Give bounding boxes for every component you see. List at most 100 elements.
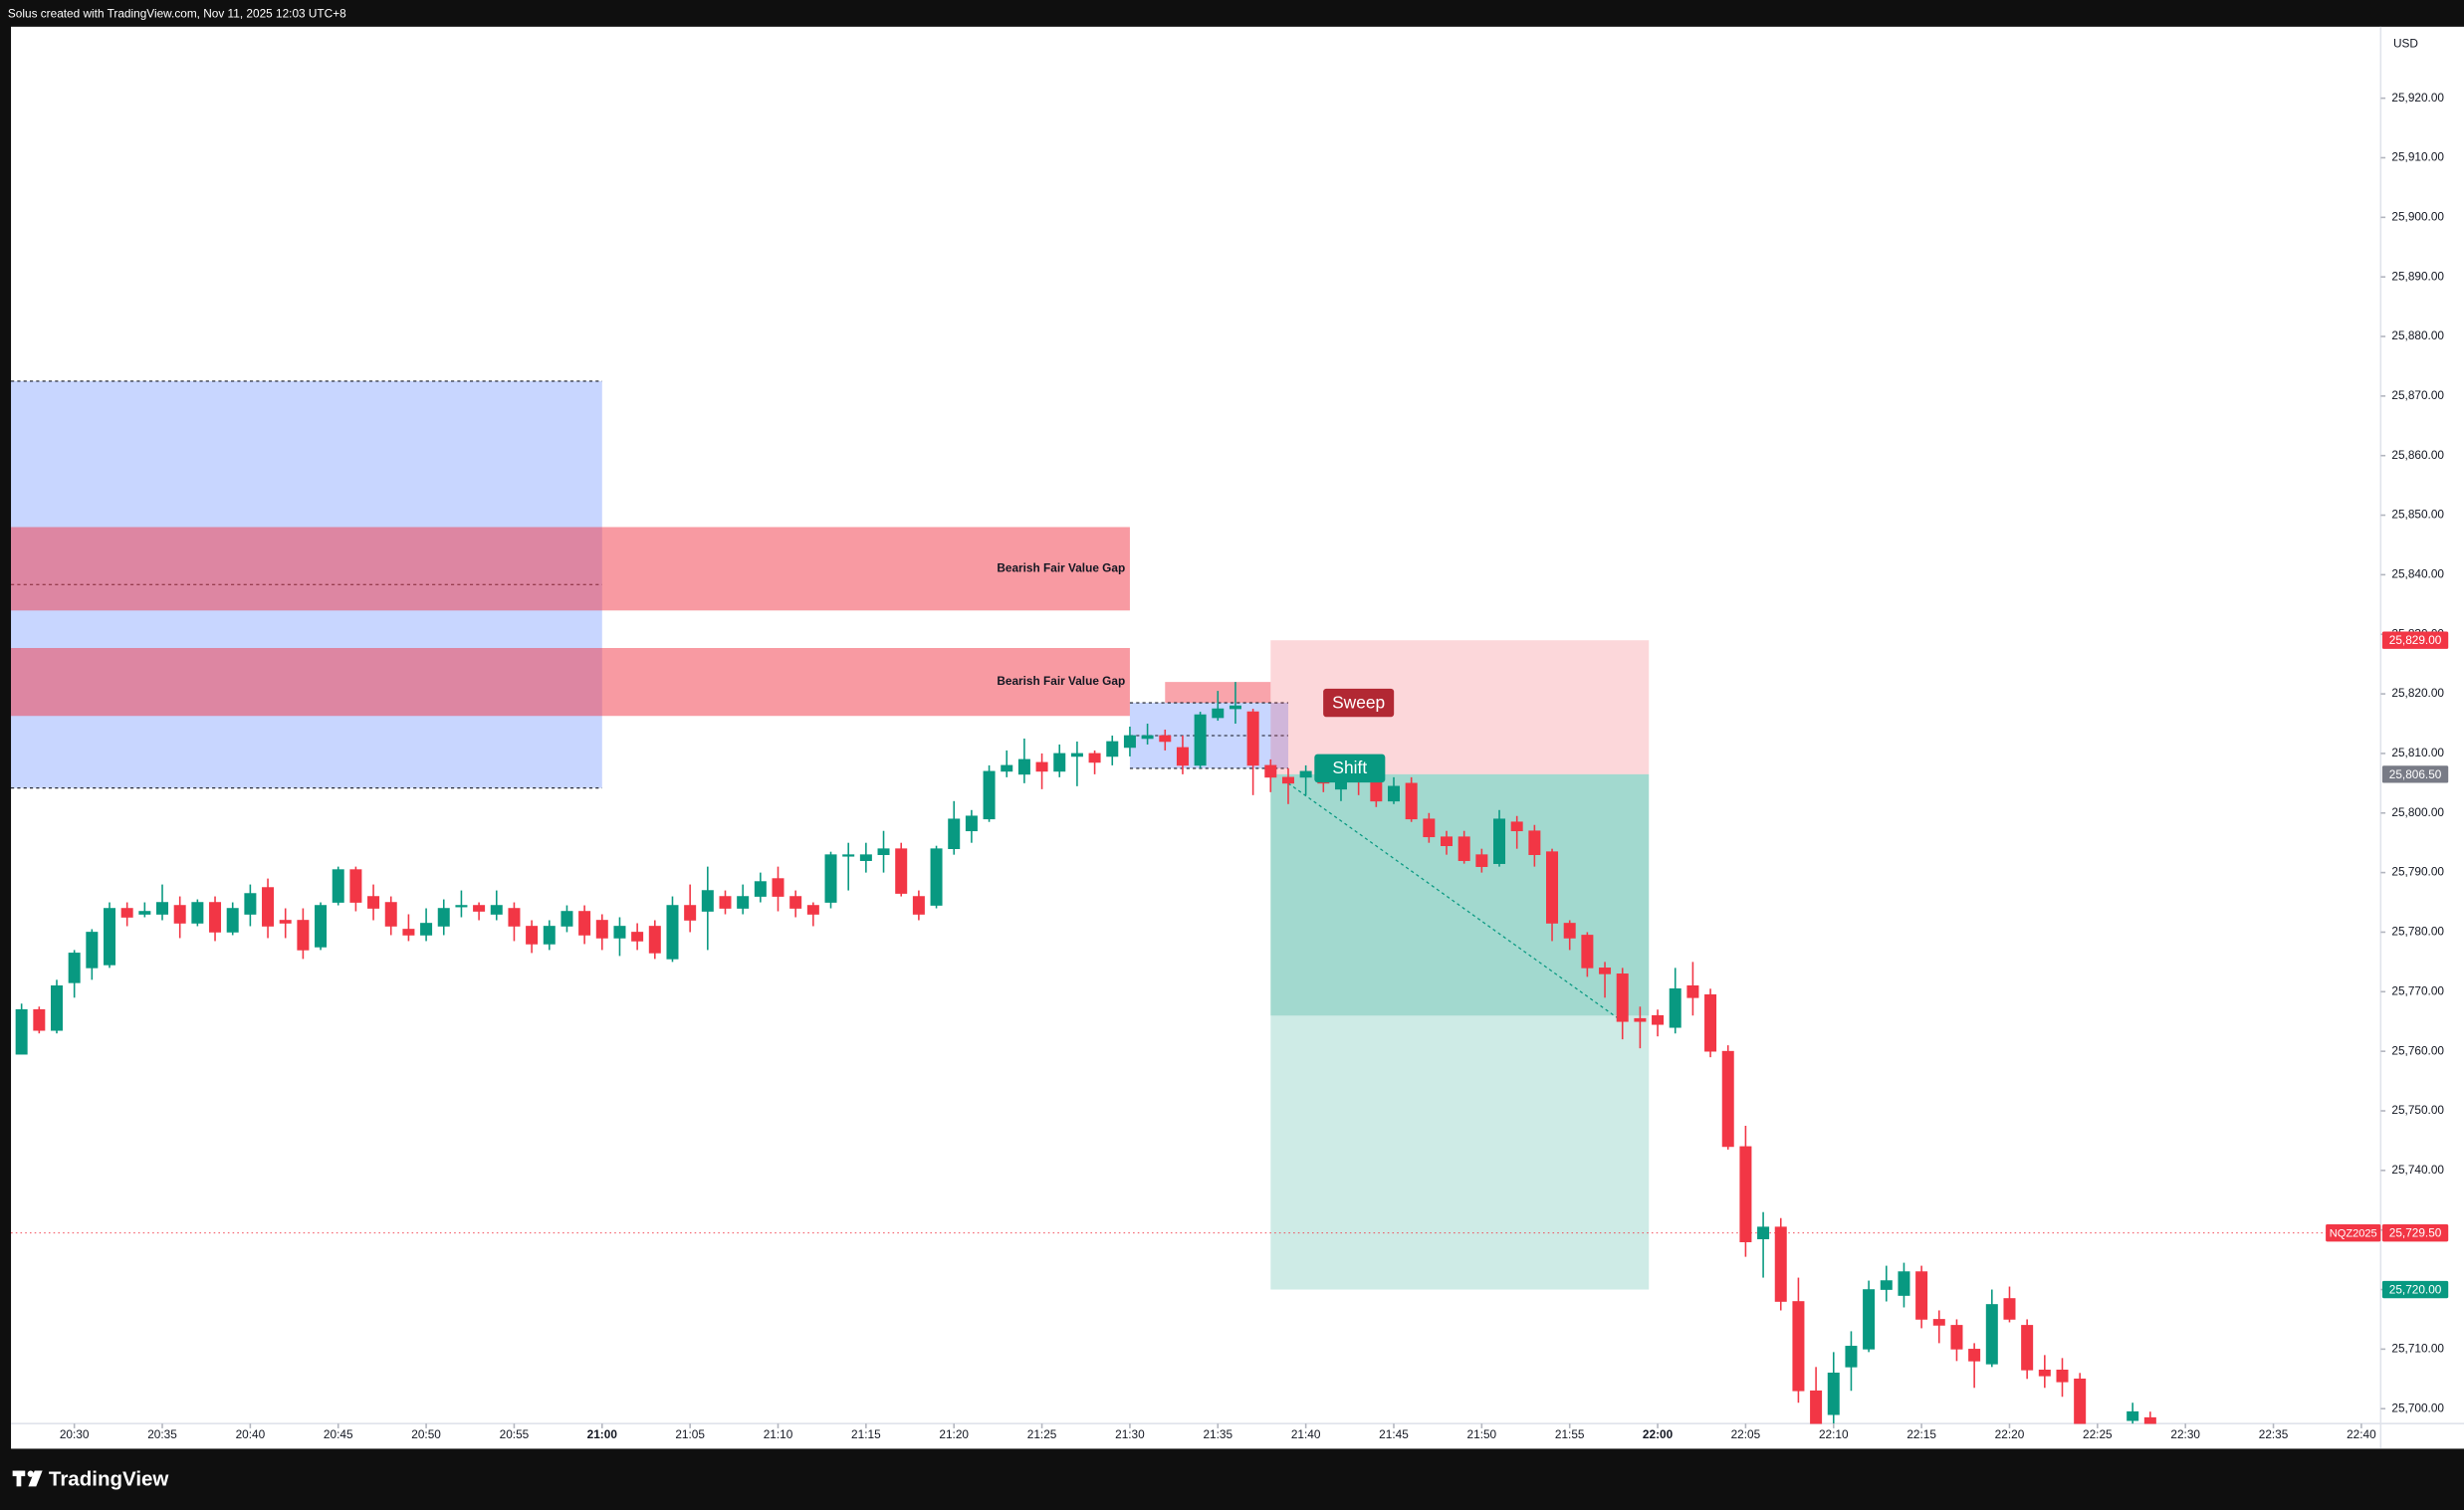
price-label: 25,729.50 bbox=[2389, 1226, 2442, 1240]
candle-body bbox=[806, 905, 819, 915]
x-tick-label: 22:25 bbox=[2083, 1427, 2113, 1441]
candle-body bbox=[349, 869, 362, 903]
y-tick-label: 25,850.00 bbox=[2391, 508, 2444, 522]
x-tick-label: 21:40 bbox=[1291, 1427, 1321, 1441]
candle-body bbox=[1441, 836, 1454, 847]
candle-body bbox=[1246, 711, 1259, 766]
x-tick-label: 22:20 bbox=[1995, 1427, 2025, 1441]
x-tick-label: 20:30 bbox=[60, 1427, 90, 1441]
candle-body bbox=[965, 815, 978, 832]
candle-body bbox=[384, 902, 397, 927]
reached-zone bbox=[1270, 773, 1650, 1016]
axes: 25,700.0025,710.0025,720.0025,730.0025,7… bbox=[60, 91, 2449, 1441]
x-tick-label: 20:55 bbox=[500, 1427, 530, 1441]
x-tick-label: 22:00 bbox=[1643, 1427, 1674, 1441]
x-tick-label: 22:35 bbox=[2259, 1427, 2289, 1441]
candle-body bbox=[68, 953, 81, 983]
candle-body bbox=[1985, 1304, 1998, 1365]
y-tick-label: 25,710.00 bbox=[2391, 1341, 2444, 1355]
y-tick-label: 25,880.00 bbox=[2391, 328, 2444, 342]
candle-body bbox=[1915, 1271, 1928, 1320]
candle-body bbox=[824, 854, 837, 903]
tag-box bbox=[1323, 688, 1395, 718]
candle-body bbox=[2021, 1325, 2034, 1371]
candle-body bbox=[859, 854, 872, 861]
candle-body bbox=[1546, 851, 1559, 924]
candle-body bbox=[1035, 761, 1048, 772]
candle-body bbox=[86, 932, 99, 969]
candle-body bbox=[772, 878, 784, 897]
candle-body bbox=[595, 920, 608, 939]
y-tick-label: 25,810.00 bbox=[2391, 746, 2444, 759]
candle-body bbox=[315, 905, 328, 948]
candle-body bbox=[1159, 735, 1172, 743]
y-tick-label: 25,860.00 bbox=[2391, 448, 2444, 462]
candle-body bbox=[1106, 741, 1119, 757]
trendline bbox=[1287, 782, 1624, 1022]
logo-part bbox=[28, 1470, 43, 1487]
x-tick-label: 21:15 bbox=[851, 1427, 881, 1441]
y-tick-label: 25,770.00 bbox=[2391, 983, 2444, 997]
candle-body bbox=[50, 985, 63, 1031]
candle-body bbox=[1968, 1349, 1981, 1362]
candle-body bbox=[1123, 735, 1136, 749]
candle-body bbox=[930, 848, 943, 906]
candle-body bbox=[1863, 1289, 1876, 1350]
candle-body bbox=[1229, 705, 1241, 710]
logo-part bbox=[27, 1470, 34, 1477]
x-tick-label: 21:50 bbox=[1467, 1427, 1497, 1441]
candle-body bbox=[1423, 818, 1436, 838]
symbol-label: NQZ2025 bbox=[2330, 1227, 2377, 1239]
candle-body bbox=[1493, 818, 1506, 864]
symbol-box bbox=[2326, 1223, 2381, 1242]
zone-label: Bearish Fair Value Gap bbox=[997, 561, 1125, 575]
y-tick-label: 25,750.00 bbox=[2391, 1103, 2444, 1117]
candle-body bbox=[473, 905, 486, 912]
candle-body bbox=[1405, 782, 1418, 820]
zone bbox=[11, 648, 1130, 717]
candle-body bbox=[1616, 973, 1629, 1022]
price-label: 25,806.50 bbox=[2389, 767, 2442, 781]
y-tick-label: 25,760.00 bbox=[2391, 1043, 2444, 1057]
candle-body bbox=[789, 896, 802, 909]
candle-body bbox=[15, 1008, 28, 1055]
candle-body bbox=[1281, 776, 1294, 784]
candle-body bbox=[138, 911, 151, 915]
candle-body bbox=[877, 848, 890, 855]
candle-body bbox=[2038, 1370, 2051, 1377]
candle-body bbox=[1212, 708, 1225, 719]
candle-body bbox=[2143, 1416, 2156, 1424]
candle-body bbox=[737, 896, 750, 909]
candle-body bbox=[1774, 1226, 1787, 1302]
candle-body bbox=[2056, 1370, 2069, 1383]
x-tick-label: 22:10 bbox=[1819, 1427, 1849, 1441]
y-tick-label: 25,900.00 bbox=[2391, 209, 2444, 223]
candle-body bbox=[1001, 764, 1013, 772]
candle-body bbox=[1652, 1014, 1665, 1025]
x-tick-label: 20:40 bbox=[236, 1427, 266, 1441]
candle-body bbox=[420, 923, 433, 936]
candle-body bbox=[684, 905, 697, 921]
x-tick-label: 20:35 bbox=[147, 1427, 177, 1441]
candle-body bbox=[1827, 1372, 1840, 1415]
x-tick-label: 21:05 bbox=[675, 1427, 705, 1441]
candle-body bbox=[226, 908, 239, 933]
candle-body bbox=[560, 911, 573, 927]
candle-body bbox=[1686, 985, 1699, 998]
candle-body bbox=[279, 920, 292, 924]
candle-body bbox=[367, 896, 380, 909]
footer-brand: TradingView bbox=[49, 1467, 169, 1490]
candle-body bbox=[983, 770, 996, 820]
candle-body bbox=[262, 887, 275, 927]
candle-body bbox=[104, 908, 116, 966]
y-tick-label: 25,700.00 bbox=[2391, 1401, 2444, 1414]
y-tick-label: 25,890.00 bbox=[2391, 269, 2444, 283]
candle-body bbox=[1932, 1319, 1945, 1326]
candle-body bbox=[1563, 923, 1576, 939]
candle-body bbox=[701, 890, 714, 912]
price-label-box bbox=[2381, 1280, 2449, 1299]
header-text: Solus created with TradingView.com, Nov … bbox=[8, 6, 346, 20]
candle-body bbox=[1880, 1280, 1893, 1290]
